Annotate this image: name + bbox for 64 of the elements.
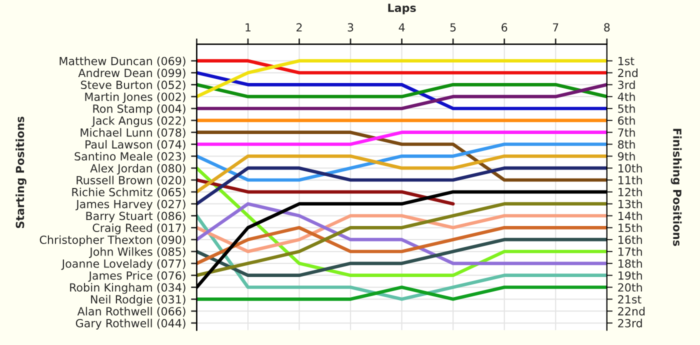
- category-label: Craig Reed (017): [92, 223, 186, 234]
- category-label: Gary Rothwell (044): [76, 318, 186, 330]
- category-label: Matthew Duncan (069): [60, 56, 186, 67]
- y-tick-label: 23rd: [618, 318, 642, 328]
- category-label: James Harvey (027): [76, 200, 186, 210]
- x-tick-label: 4: [398, 23, 405, 32]
- y-tick-label: 11th: [618, 176, 642, 184]
- category-label: Paul Lawson (074): [86, 140, 186, 150]
- x-tick-label: 6: [502, 23, 508, 32]
- text: Starting Positions: [16, 116, 26, 228]
- y-axis-title: Finishing Positions: [670, 128, 682, 246]
- y-tick-label: 1st: [618, 56, 634, 66]
- y-tick-label: 4th: [618, 92, 635, 101]
- x-axis-title: Laps: [388, 4, 416, 14]
- y-tick-label: 17th: [618, 247, 642, 256]
- y-tick-label: 14th: [618, 212, 642, 220]
- category-label: Joanne Lovelady (077): [61, 259, 186, 270]
- category-label: Andrew Dean (099): [78, 68, 186, 78]
- y-tick-label: 21st: [618, 295, 642, 304]
- category-label: Christopher Thexton (090): [40, 235, 186, 246]
- line-series: [196, 202, 607, 266]
- category-label: John Wilkes (085): [89, 247, 186, 258]
- line-series: [196, 142, 607, 182]
- category-label: Martin Jones (002): [85, 92, 186, 104]
- category-label: Jack Angus (022): [92, 116, 186, 127]
- category-label: Steve Burton (052): [80, 80, 186, 90]
- x-tick-label: 5: [450, 23, 456, 32]
- line-series: [196, 202, 607, 278]
- line-series: [196, 238, 607, 278]
- category-label: Russell Brown (020): [76, 176, 186, 186]
- y-tick-label: 6th: [618, 116, 635, 125]
- x-tick-label: 7: [553, 23, 558, 32]
- y-tick-label: 10th: [618, 164, 642, 172]
- category-label: James Price (076): [88, 271, 186, 282]
- line-series: [196, 214, 607, 254]
- y-tick-label: 13th: [618, 200, 642, 208]
- x-tick-label: 1: [246, 23, 250, 32]
- line-series: [196, 226, 607, 266]
- line-series: [196, 214, 607, 301]
- y-tick-label: 2nd: [618, 68, 638, 78]
- category-label: Santino Meale (023): [74, 152, 186, 162]
- category-label: Neil Rodgie (031): [91, 294, 186, 306]
- category-label: Barry Stuart (086): [86, 212, 186, 222]
- y-tick-label: 5th: [618, 104, 635, 113]
- category-label: Robin Kingham (034): [70, 283, 186, 294]
- x-tick-label: 8: [604, 23, 610, 32]
- x-tick-label: 2: [296, 23, 302, 32]
- y-tick-label: 7th: [618, 128, 635, 137]
- category-label: Ron Stamp (004): [93, 104, 186, 116]
- y-tick-label: 3rd: [618, 80, 635, 90]
- category-label: Alan Rothwell (066): [77, 306, 186, 317]
- y-tick-label: 8th: [618, 140, 635, 149]
- y-tick-label: 9th: [618, 152, 635, 161]
- category-label: Alex Jordan (080): [90, 164, 186, 175]
- y-tick-label: 15th: [618, 223, 642, 232]
- category-label: Richie Schmitz (065): [72, 188, 186, 198]
- y-tick-label: 19th: [618, 271, 642, 280]
- y-tick-label: 16th: [618, 235, 642, 244]
- y-tick-label: 12th: [618, 188, 642, 196]
- y-tick-label: 20th: [618, 283, 642, 292]
- y-tick-label: 22nd: [618, 306, 645, 316]
- y-tick-label: 18th: [618, 259, 642, 268]
- category-label: Michael Lunn (078): [80, 128, 186, 138]
- x-tick-label: 3: [348, 23, 354, 32]
